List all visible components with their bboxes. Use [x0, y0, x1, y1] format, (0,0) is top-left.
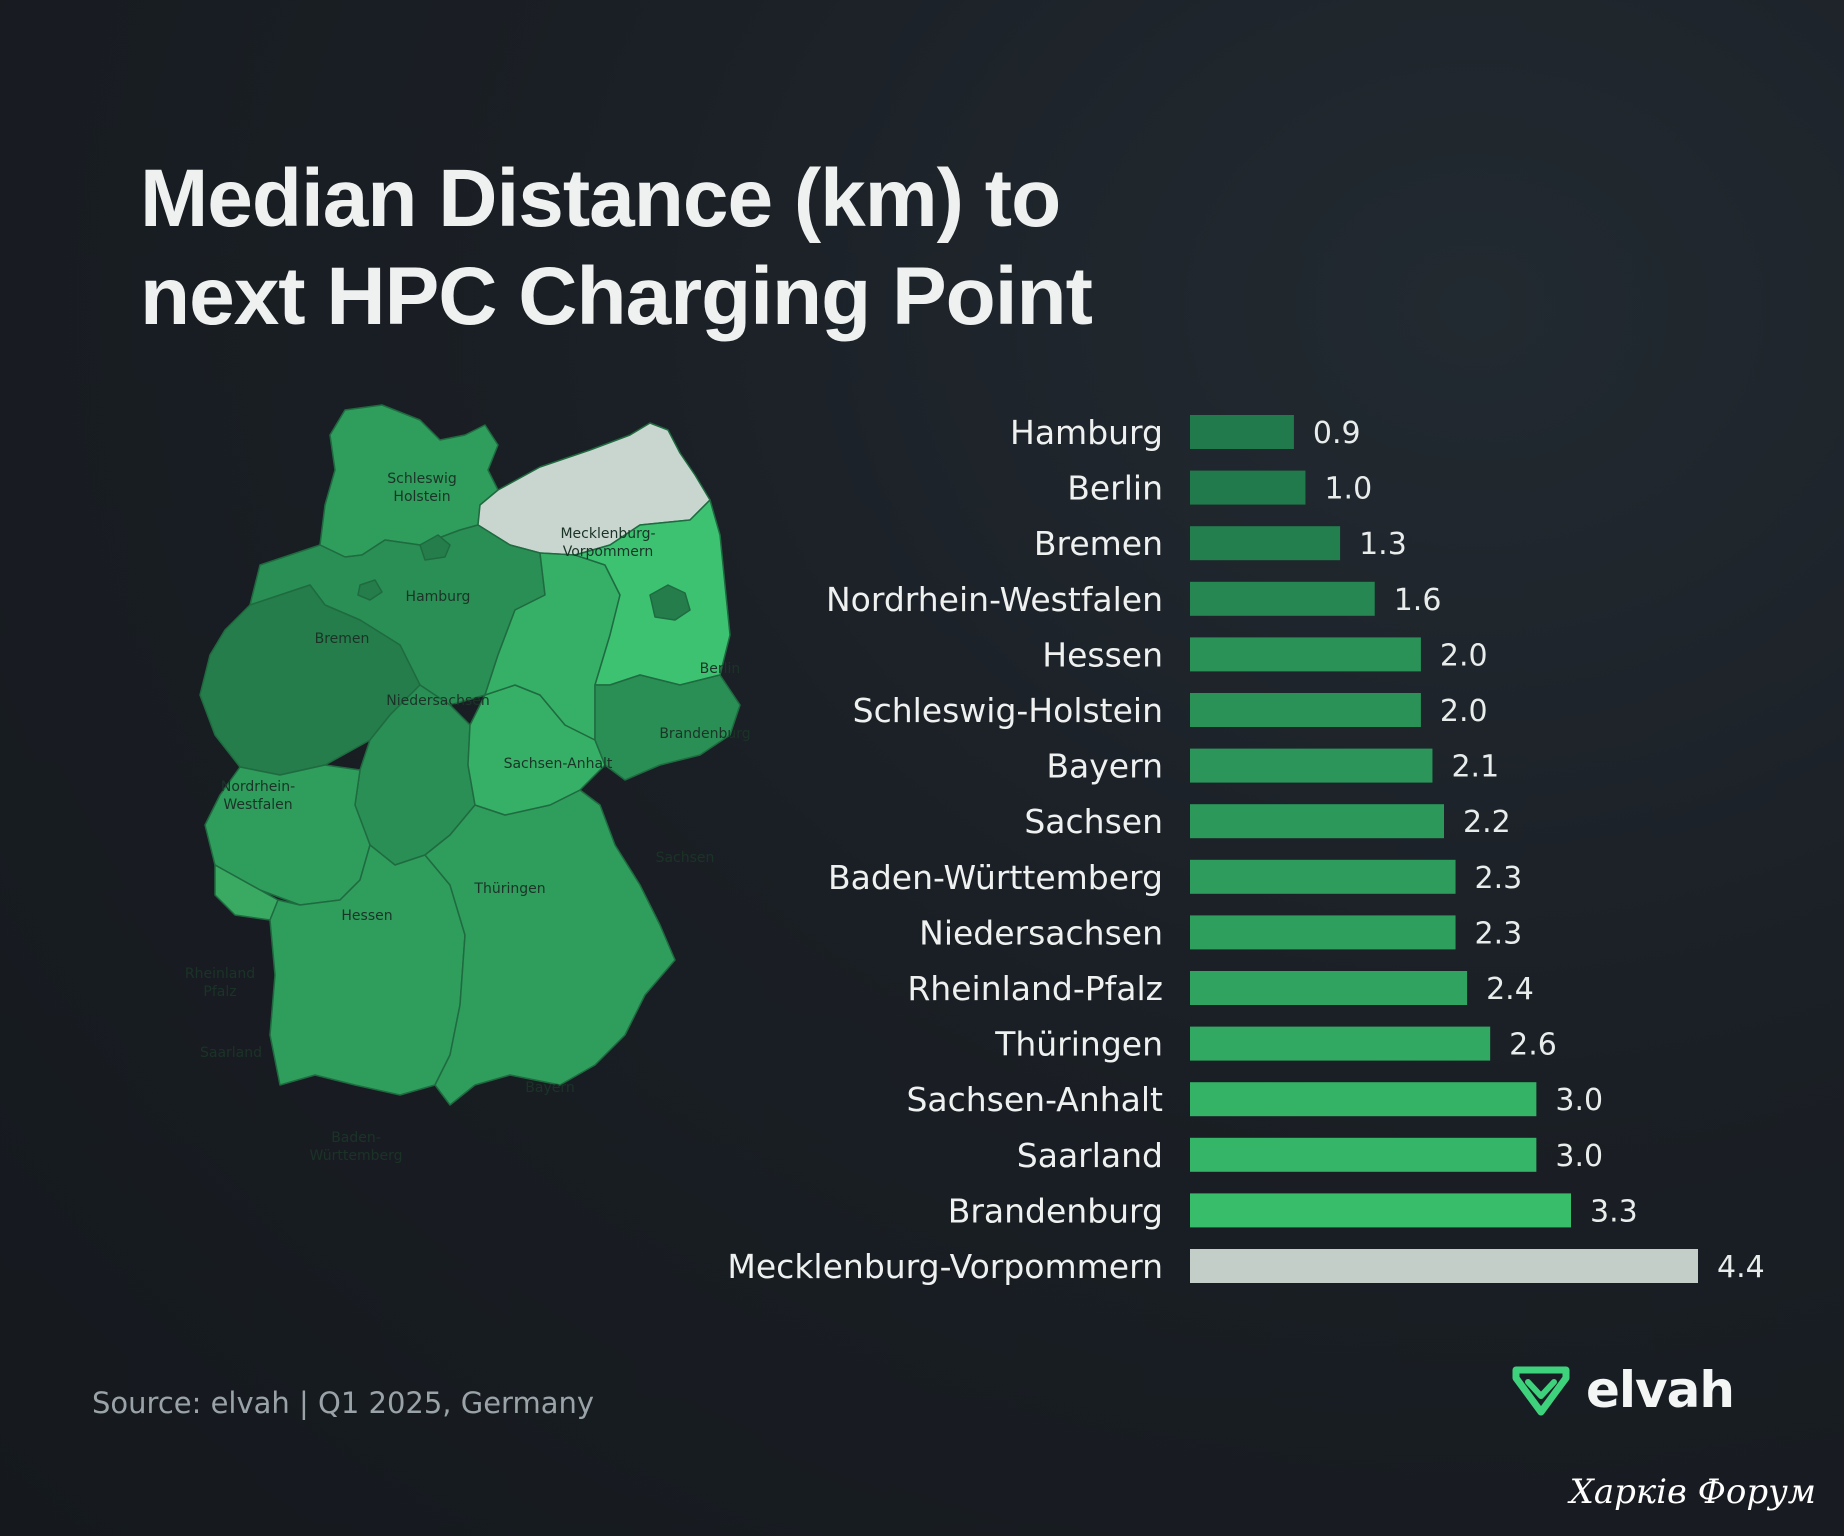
bar [1190, 693, 1421, 727]
map-label-bw-2: Württemberg [309, 1148, 402, 1164]
map-label-holstein: Holstein [393, 489, 450, 505]
bar [1190, 581, 1375, 616]
map-label-hessen: Hessen [341, 908, 392, 924]
bar-category-label: Hamburg [1010, 413, 1163, 452]
bar [1190, 1137, 1537, 1172]
bar-value-label: 4.4 [1717, 1250, 1765, 1285]
map-label-vorpommern: Vorpommern [563, 544, 654, 560]
source-note: Source: elvah | Q1 2025, Germany [92, 1386, 595, 1420]
map-label-sachsen: Sachsen [656, 850, 715, 866]
bar-category-label: Mecklenburg-Vorpommern [727, 1247, 1163, 1286]
map-label-berlin: Berlin [700, 661, 741, 677]
bar-category-label: Berlin [1067, 469, 1163, 508]
bar-category-label: Baden-Württemberg [828, 858, 1163, 897]
bar-value-label: 3.3 [1590, 1194, 1638, 1229]
map-label-saarland: Saarland [200, 1045, 262, 1061]
bar-value-label: 2.6 [1509, 1028, 1557, 1063]
bar [1190, 470, 1306, 505]
title-line-2: next HPC Charging Point [140, 251, 1093, 342]
map-label-mecklenburg: Mecklenburg- [560, 526, 655, 542]
bar [1190, 804, 1444, 839]
brand-logo: elvah [1510, 1355, 1735, 1425]
bar-value-label: 0.9 [1313, 416, 1361, 451]
bar-value-label: 2.3 [1475, 916, 1523, 951]
bar-category-label: Sachsen [1024, 802, 1163, 841]
region-berlin [649, 584, 691, 621]
map-label-hamburg: Hamburg [406, 589, 471, 605]
map-label-nrw-1: Nordrhein- [221, 779, 295, 795]
bar [1190, 748, 1433, 783]
region-bremen [357, 579, 383, 601]
map-label-bw-1: Baden- [331, 1130, 381, 1146]
map-label-schleswig: Schleswig [387, 471, 456, 487]
elvah-heart-icon [1512, 1366, 1570, 1416]
bar-category-label: Sachsen-Anhalt [906, 1080, 1163, 1119]
bar-value-label: 2.3 [1475, 861, 1523, 896]
bar-value-label: 3.0 [1555, 1083, 1603, 1118]
bar-category-label: Niedersachsen [919, 913, 1163, 952]
bar-category-label: Thüringen [994, 1025, 1163, 1064]
bar [1190, 859, 1456, 894]
bar [1190, 1026, 1491, 1061]
region-hamburg [419, 534, 451, 561]
bar-category-label: Nordrhein-Westfalen [826, 580, 1163, 619]
bar-value-label: 2.4 [1486, 972, 1534, 1007]
bar [1190, 971, 1468, 1005]
bar-value-label: 2.0 [1440, 638, 1488, 673]
brand-name: elvah [1586, 1361, 1735, 1419]
bar [1190, 915, 1456, 950]
bar-category-label: Hessen [1042, 635, 1163, 674]
map-label-bayern: Bayern [525, 1080, 574, 1096]
bar-value-label: 1.0 [1324, 472, 1372, 507]
title-line-1: Median Distance (km) to [140, 153, 1061, 244]
bar [1190, 1082, 1537, 1117]
bar [1190, 1249, 1698, 1283]
watermark: Харків Форум [1569, 1472, 1816, 1512]
bar [1190, 526, 1341, 561]
bar-category-label: Bayern [1046, 747, 1163, 786]
bar-category-label: Bremen [1034, 524, 1163, 563]
map-label-brandenburg: Brandenburg [659, 726, 750, 742]
map-label-bremen: Bremen [315, 631, 370, 647]
map-label-nrw-2: Westfalen [223, 797, 292, 813]
map-label-thueringen: Thüringen [473, 881, 545, 897]
bar [1190, 1193, 1571, 1228]
bar-category-label: Schleswig-Holstein [853, 691, 1163, 730]
bar-value-label: 1.6 [1394, 583, 1442, 618]
map-label-sachsen-anhalt: Sachsen-Anhalt [504, 756, 613, 772]
map-label-niedersachsen: Niedersachsen [386, 693, 489, 709]
bar-value-label: 2.0 [1440, 694, 1488, 729]
map-label-rheinland: Rheinland [185, 966, 255, 982]
bar-value-label: 3.0 [1555, 1139, 1603, 1174]
bar-value-label: 1.3 [1359, 527, 1407, 562]
bar [1190, 415, 1294, 449]
bar-category-label: Saarland [1017, 1136, 1163, 1175]
bar [1190, 637, 1421, 672]
bar-category-label: Rheinland-Pfalz [907, 969, 1163, 1008]
germany-map: Schleswig Holstein Mecklenburg- Vorpomme… [185, 404, 751, 1164]
chart-title: Median Distance (km) to next HPC Chargin… [140, 150, 1140, 346]
bar-value-label: 2.1 [1451, 750, 1499, 785]
map-label-pfalz: Pfalz [203, 984, 236, 1000]
region-sachsen [594, 674, 741, 781]
bar-category-label: Brandenburg [948, 1191, 1163, 1230]
bar-value-label: 2.2 [1463, 805, 1511, 840]
